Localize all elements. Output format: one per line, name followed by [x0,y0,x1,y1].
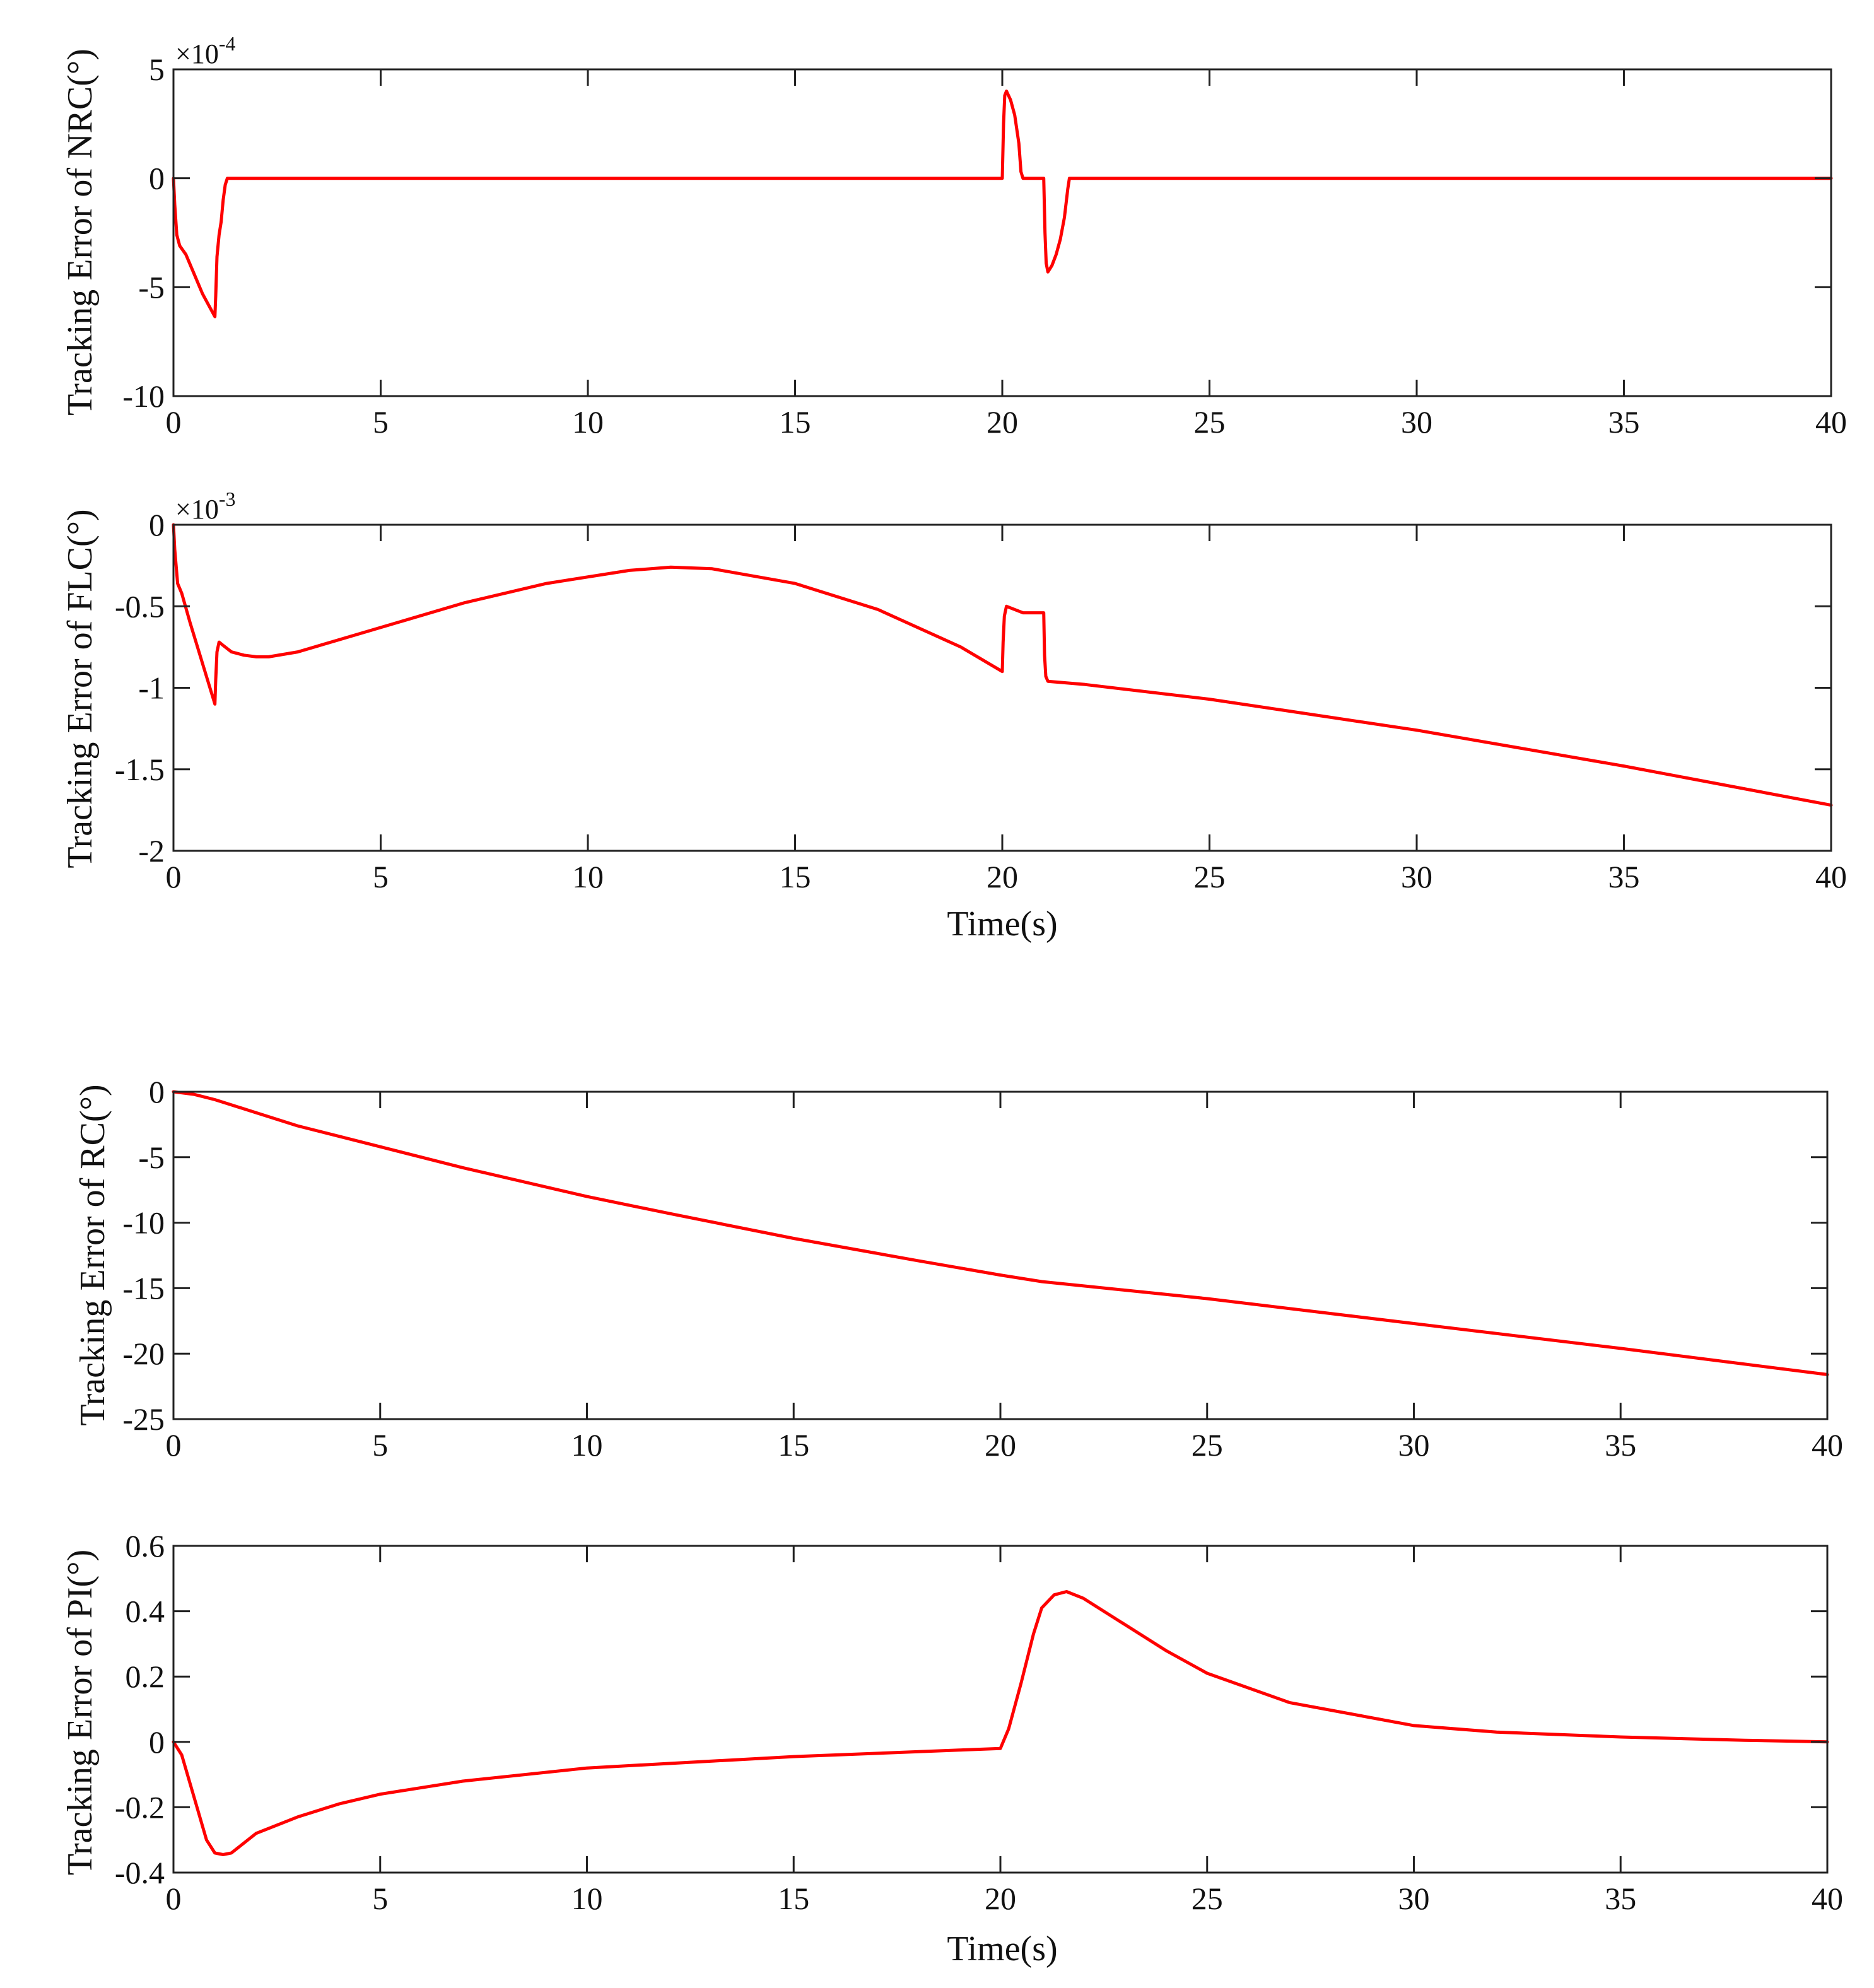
nrc-exponent-label: ×10-4 [175,32,235,69]
nrc-x-tick-label: 10 [572,404,604,440]
pi-y-tick-label: -0.4 [115,1855,165,1890]
nrc-series-line [172,90,1833,319]
pi-x-axis-label: Time(s) [947,1929,1057,1968]
rc-x-tick-label: 20 [985,1427,1016,1463]
nrc-x-tick-label: 0 [166,404,182,440]
rc-series-line [172,1090,1829,1376]
nrc-x-tick-label: 20 [987,404,1018,440]
nrc-y-tick-label: -10 [122,378,165,414]
flc-x-axis-label: Time(s) [947,904,1057,944]
pi-y-axis-label: Tracking Error of PI(°) [61,1550,100,1875]
pi-y-tick-label: 0.2 [126,1659,165,1694]
rc-y-tick-label: -15 [122,1270,165,1306]
nrc-panel: Tracking Error of NRC(°) ×10-4 0 5 10 15 20 2… [61,32,1847,440]
flc-x-tick-label: 10 [572,859,604,894]
nrc-x-tick-label: 40 [1815,404,1847,440]
flc-y-tick-label: -1 [138,670,165,706]
rc-y-tick-label: -25 [122,1401,165,1437]
nrc-x-tick-label: 30 [1401,404,1432,440]
rc-plot-area [173,1092,1827,1419]
rc-x-tick-label: 30 [1398,1427,1430,1463]
pi-x-tick-label: 35 [1605,1881,1636,1916]
pi-plot-area [173,1546,1827,1873]
pi-y-tick-label: 0 [149,1724,165,1760]
rc-x-tick-label: 5 [372,1427,388,1463]
pi-x-tick-label: 15 [778,1881,809,1916]
nrc-y-axis-label: Tracking Error of NRC(°) [61,49,100,416]
flc-y-tick-label: -1.5 [115,752,165,787]
rc-x-tick-label: 15 [778,1427,809,1463]
pi-x-tick-label: 5 [372,1881,388,1916]
pi-y-tick-label: 0.4 [126,1594,165,1629]
rc-y-tick-label: 0 [149,1074,165,1109]
pi-panel: Tracking Error of PI(°) Time(s) 0 5 10 15 20… [61,1528,1843,1968]
rc-x-tick-label: 40 [1812,1427,1843,1463]
nrc-x-tick-label: 15 [780,404,811,440]
flc-x-tick-label: 35 [1608,859,1640,894]
pi-x-tick-label: 20 [985,1881,1016,1916]
flc-exponent-power: -3 [219,488,236,510]
pi-x-tick-label: 0 [166,1881,182,1916]
nrc-y-tick-label: 0 [149,161,165,196]
rc-panel: Tracking Error of RC(°) 0 5 10 15 20 25 30 35 40… [73,1074,1843,1463]
flc-plot-area [173,525,1831,851]
flc-x-tick-label: 40 [1815,859,1847,894]
flc-y-axis-label: Tracking Error of FLC(°) [61,509,100,868]
flc-x-tick-label: 0 [166,859,182,894]
nrc-x-tick-label: 25 [1194,404,1226,440]
pi-y-tick-label: -0.2 [115,1789,165,1825]
rc-y-axis-label: Tracking Error of RC(°) [73,1084,112,1425]
rc-x-tick-label: 10 [571,1427,603,1463]
flc-x-tick-label: 30 [1401,859,1432,894]
flc-series-line [172,523,1833,807]
rc-y-tick-label: -5 [138,1140,165,1175]
flc-x-tick-label: 5 [373,859,389,894]
rc-y-tick-label: -20 [122,1336,165,1371]
rc-x-tick-label: 0 [166,1427,182,1463]
pi-x-tick-label: 25 [1192,1881,1223,1916]
flc-exponent-label: ×10-3 [175,488,235,525]
flc-y-tick-label: -2 [138,833,165,868]
flc-x-tick-label: 25 [1194,859,1226,894]
rc-y-tick-label: -10 [122,1205,165,1241]
flc-y-tick-label: -0.5 [115,588,165,624]
nrc-x-tick-label: 35 [1608,404,1640,440]
pi-x-tick-label: 10 [571,1881,603,1916]
flc-panel: Tracking Error of FLC(°) ×10-3 Time(s) 0… [61,488,1847,944]
nrc-x-tick-label: 5 [373,404,389,440]
nrc-y-tick-label: 5 [149,52,165,87]
flc-x-tick-label: 15 [780,859,811,894]
flc-x-tick-label: 20 [987,859,1018,894]
nrc-exponent-power: -4 [219,32,236,55]
pi-series-line [172,1590,1829,1856]
rc-x-tick-label: 25 [1192,1427,1223,1463]
pi-x-tick-label: 40 [1812,1881,1843,1916]
flc-y-tick-label: 0 [149,507,165,542]
pi-y-tick-label: 0.6 [126,1528,165,1564]
nrc-y-tick-label: -5 [138,269,165,305]
rc-x-tick-label: 35 [1605,1427,1636,1463]
pi-x-tick-label: 30 [1398,1881,1430,1916]
